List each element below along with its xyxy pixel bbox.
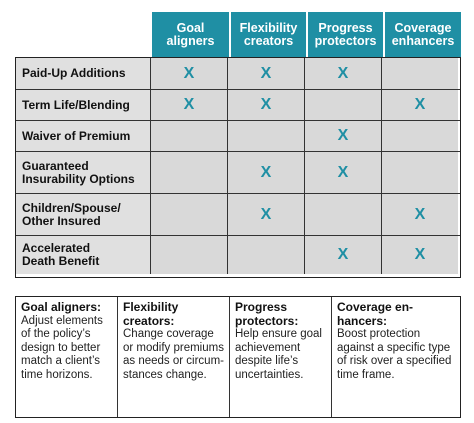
legend-item-goal-aligners: Goal aligners: Adjust elements of the po… <box>16 297 118 417</box>
matrix-cell <box>305 90 382 120</box>
legend-description: Adjust elements of the policy’s design t… <box>21 314 103 381</box>
column-header-row: Goal aligners Flexibility creators Progr… <box>152 12 461 57</box>
check-mark: X <box>183 96 195 113</box>
column-header-goal-aligners: Goal aligners <box>152 12 229 57</box>
legend-description: Change coverage or modify premiums as ne… <box>123 328 224 381</box>
matrix-cell <box>151 236 228 274</box>
check-mark: X <box>337 163 349 181</box>
matrix-cell: X <box>305 121 382 151</box>
legend-description: Boost protection against a specific type… <box>337 328 452 381</box>
matrix-cell: X <box>305 58 382 89</box>
table-row: Paid-Up Additions X X X <box>16 58 460 89</box>
legend-title: Progress protectors: <box>235 300 299 328</box>
check-mark: X <box>337 64 349 82</box>
check-mark: X <box>260 64 272 82</box>
row-label: Paid-Up Additions <box>16 58 151 89</box>
table-row: Term Life/Blending X X X <box>16 89 460 120</box>
matrix-cell <box>305 194 382 235</box>
check-mark: X <box>260 163 272 181</box>
matrix-cell: X <box>382 90 458 120</box>
table-row: Accelerated Death Benefit X X <box>16 235 460 274</box>
legend-item-progress-protectors: Progress protectors: Help ensure goal ac… <box>230 297 332 417</box>
matrix-cell <box>228 121 305 151</box>
matrix-cell <box>228 236 305 274</box>
matrix-cell: X <box>382 236 458 274</box>
matrix-cell: X <box>151 90 228 120</box>
matrix-cell <box>151 152 228 193</box>
matrix-cell <box>382 152 458 193</box>
check-mark: X <box>414 205 426 223</box>
check-mark: X <box>183 64 195 82</box>
legend-title: Goal aligners: <box>21 300 102 314</box>
check-mark: X <box>337 246 349 263</box>
matrix-cell <box>151 121 228 151</box>
matrix-cell: X <box>228 152 305 193</box>
table-row: Children/Spouse/ Other Insured X X <box>16 193 460 235</box>
column-header-progress-protectors: Progress protectors <box>306 12 383 57</box>
matrix-cell: X <box>228 58 305 89</box>
feature-matrix: Goal aligners Flexibility creators Progr… <box>15 12 461 278</box>
legend-description: Help ensure goal achievement despite lif… <box>235 328 322 381</box>
legend-title: Coverage en- hancers: <box>337 300 414 328</box>
row-label: Term Life/Blending <box>16 90 151 120</box>
matrix-cell: X <box>228 194 305 235</box>
table-row: Waiver of Premium X <box>16 120 460 151</box>
row-label: Children/Spouse/ Other Insured <box>16 194 151 235</box>
check-mark: X <box>260 96 272 113</box>
check-mark: X <box>414 246 426 263</box>
matrix-cell: X <box>228 90 305 120</box>
row-label: Waiver of Premium <box>16 121 151 151</box>
matrix-cell: X <box>151 58 228 89</box>
legend-item-coverage-enhancers: Coverage en- hancers: Boost protection a… <box>332 297 460 417</box>
matrix-cell: X <box>305 236 382 274</box>
check-mark: X <box>414 96 426 113</box>
column-header-coverage-enhancers: Coverage enhancers <box>383 12 461 57</box>
check-mark: X <box>260 205 272 223</box>
matrix-cell <box>382 121 458 151</box>
legend-box: Goal aligners: Adjust elements of the po… <box>15 296 461 418</box>
check-mark: X <box>337 127 349 144</box>
matrix-body: Paid-Up Additions X X X Term Life/Blendi… <box>15 57 461 278</box>
matrix-cell <box>382 58 458 89</box>
row-label: Guaranteed Insurability Options <box>16 152 151 193</box>
matrix-cell: X <box>305 152 382 193</box>
matrix-cell <box>151 194 228 235</box>
column-header-flexibility-creators: Flexibility creators <box>229 12 306 57</box>
row-label: Accelerated Death Benefit <box>16 236 151 274</box>
legend-title: Flexibility creators: <box>123 300 179 328</box>
matrix-cell: X <box>382 194 458 235</box>
legend-item-flexibility-creators: Flexibility creators: Change coverage or… <box>118 297 230 417</box>
table-row: Guaranteed Insurability Options X X <box>16 151 460 193</box>
